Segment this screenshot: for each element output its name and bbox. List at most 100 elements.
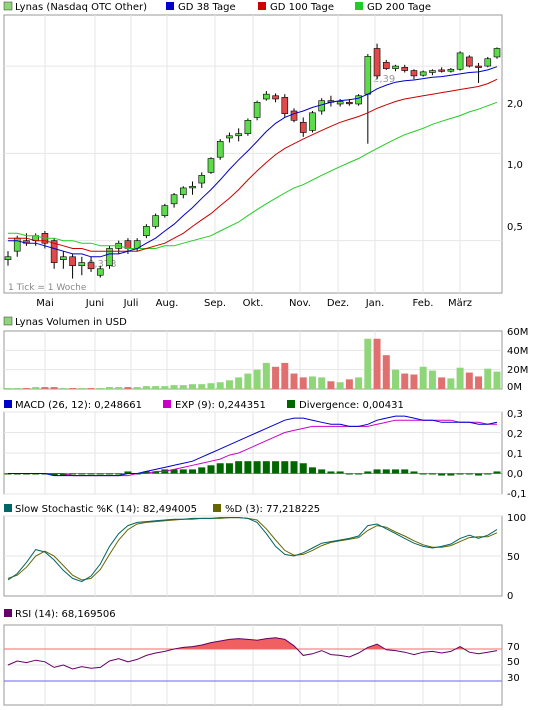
divergence-bar: [493, 471, 501, 474]
volume-bar: [299, 377, 307, 389]
volume-bar: [290, 373, 298, 389]
legend-label-exp: EXP (9): 0,244351: [175, 400, 266, 411]
gd38-line: [8, 66, 498, 258]
macd-y-tick-02: 0,2: [507, 429, 523, 440]
volume-bar: [50, 387, 58, 389]
volume-bar: [105, 387, 113, 389]
candle-body: [235, 133, 242, 137]
rsi-y-tick-30: 30: [507, 673, 520, 684]
candle-body: [355, 95, 362, 105]
volume-y-tick-0m: 0M: [507, 382, 522, 393]
rsi-y-tick-70: 70: [507, 642, 520, 653]
legend-label-gd100: GD 100 Tage: [270, 2, 334, 13]
rsi-lines: [7, 637, 498, 670]
divergence-bar: [355, 473, 363, 475]
candle-body: [50, 240, 58, 263]
volume-bar: [438, 377, 446, 389]
candle-body: [161, 205, 169, 216]
candle-body: [456, 52, 464, 70]
x-axis-labels: Mai Juni Juli Aug. Sep. Okt. Nov. Dez. J…: [36, 298, 472, 309]
volume-bar: [179, 385, 187, 389]
divergence-bar: [124, 471, 132, 474]
gd200-line: [8, 101, 498, 249]
divergence-bar: [142, 471, 150, 474]
legend-swatch-stoch-k: [4, 504, 12, 512]
candle-body: [207, 158, 215, 173]
candle-body: [143, 226, 150, 237]
volume-bar: [327, 381, 335, 389]
volume-bar: [133, 387, 141, 389]
annotation-high: 2,39: [373, 74, 395, 85]
legend-label-macd: MACD (26, 12): 0,248661: [15, 400, 142, 411]
divergence-bar: [281, 461, 289, 474]
divergence-bar: [207, 465, 215, 474]
divergence-bar: [410, 471, 418, 474]
legend-label-volume: Lynas Volumen in USD: [15, 317, 127, 328]
macd-lines: [8, 415, 498, 477]
volume-bar: [124, 387, 132, 389]
volume-bar: [318, 377, 326, 389]
legend-swatch-macd: [4, 400, 12, 408]
candle-body: [152, 215, 159, 227]
volume-bars: [4, 338, 501, 389]
volume-grid: [4, 331, 502, 389]
candle-body: [198, 175, 206, 184]
annotation-tick-note: 1 Tick = 1 Woche: [8, 283, 87, 293]
volume-bar: [253, 369, 261, 389]
x-tick-juni: Juni: [85, 298, 104, 309]
candle-body: [438, 69, 445, 72]
divergence-bar: [419, 473, 427, 475]
volume-bar: [87, 388, 95, 389]
candle-body: [346, 101, 353, 105]
macd-divergence-bars: [4, 461, 501, 476]
volume-bar: [428, 370, 436, 389]
legend-label-gd38: GD 38 Tage: [178, 2, 236, 13]
price-y-tick-2: 2,0: [507, 99, 523, 110]
candle-body: [87, 262, 95, 270]
divergence-bar: [50, 473, 58, 476]
candle-body: [263, 93, 270, 100]
divergence-bar: [189, 469, 197, 474]
volume-bar: [272, 366, 280, 389]
candle-body: [226, 135, 233, 139]
volume-bar: [336, 382, 344, 389]
divergence-bar: [235, 461, 243, 474]
volume-bar: [244, 373, 252, 389]
candle-body: [364, 56, 372, 95]
rsi-y-tick-50: 50: [507, 657, 520, 668]
stoch-grid: [4, 515, 502, 596]
candle-body: [216, 141, 224, 158]
divergence-bar: [308, 467, 316, 474]
legend-swatch-exp: [163, 400, 171, 408]
divergence-bar: [382, 469, 390, 474]
candle-body: [4, 256, 12, 260]
volume-bar: [13, 388, 21, 389]
divergence-bar: [59, 473, 67, 476]
legend-swatch-rsi: [4, 609, 12, 617]
volume-bar: [447, 378, 455, 389]
rsi-line: [7, 637, 498, 670]
candle-body: [189, 185, 196, 189]
volume-bar: [207, 383, 215, 389]
volume-bar: [419, 366, 427, 389]
macd-y-tick-03: 0,3: [507, 409, 523, 420]
candle-body: [124, 240, 132, 249]
volume-bar: [392, 369, 400, 389]
volume-bar: [59, 388, 67, 389]
x-tick-maerz: März: [448, 298, 472, 309]
divergence-bar: [253, 461, 261, 474]
candle-body: [281, 97, 289, 115]
stoch-y-tick-0: 0: [507, 591, 513, 602]
volume-bar: [225, 380, 233, 389]
volume-bar: [382, 355, 390, 389]
divergence-bar: [105, 473, 113, 475]
divergence-bar: [262, 461, 270, 474]
macd-y-tick-01: 0,1: [507, 449, 523, 460]
volume-bar: [142, 386, 150, 389]
candle-body: [382, 62, 390, 69]
divergence-bar: [152, 471, 160, 474]
macd-y-tick-00: 0,0: [507, 469, 523, 480]
price-y-tick-05: 0,5: [507, 222, 523, 233]
divergence-bar: [318, 469, 326, 474]
